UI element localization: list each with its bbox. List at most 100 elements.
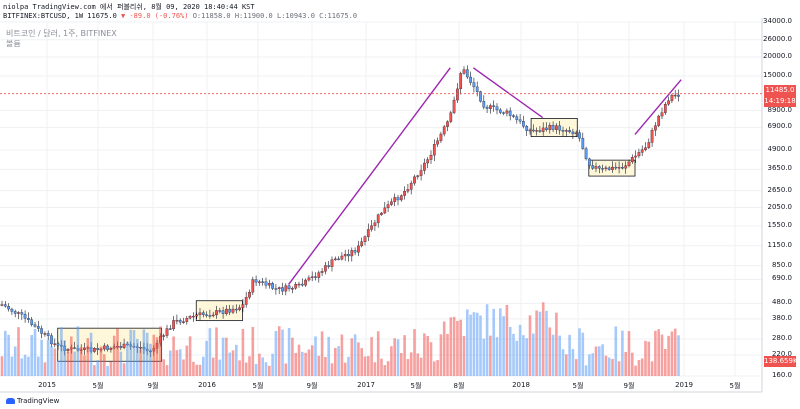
volume-bar [202, 356, 205, 376]
candle-body [162, 335, 166, 337]
candle-body [436, 140, 439, 145]
price-tick-label: 2050.0 [767, 202, 793, 211]
volume-bar [499, 308, 502, 376]
candle-body [20, 312, 24, 315]
candle-body [258, 281, 261, 283]
volume-bar [231, 350, 235, 376]
candle-body [324, 265, 327, 272]
volume-bar [132, 330, 136, 376]
volume-bar [390, 346, 393, 376]
candle-body [492, 105, 496, 107]
volume-bar [640, 358, 644, 376]
candle-body [406, 189, 410, 192]
candle-body [482, 101, 486, 108]
candle-body [264, 281, 268, 286]
volume-bar [192, 361, 195, 376]
candle-body [386, 204, 390, 209]
volume-bar [208, 328, 212, 376]
time-tick-label: 9월 [306, 382, 318, 390]
price-tick-label: 15000.0 [763, 71, 792, 80]
trend-line[interactable] [634, 79, 682, 135]
volume-bar [363, 356, 367, 376]
volume-bar [581, 332, 585, 376]
volume-bar [340, 334, 344, 376]
volume-bar [482, 338, 486, 376]
candle-body [617, 167, 621, 169]
candle-body [393, 197, 397, 202]
candle-body [541, 127, 545, 132]
candle-body [0, 304, 4, 306]
volume-bar [274, 331, 278, 376]
volume-bar [287, 328, 291, 376]
candle-body [380, 212, 383, 215]
candle-body [241, 304, 245, 308]
volume-bar [607, 357, 611, 376]
volume-bar [456, 320, 459, 376]
volume-bar [367, 356, 370, 376]
volume-bar [284, 363, 288, 376]
candle-body [225, 308, 228, 314]
volume-bar [400, 352, 403, 376]
candle-body [291, 288, 294, 290]
volume-bar [667, 335, 670, 376]
volume-bar [670, 331, 674, 376]
volume-bar [518, 324, 522, 376]
volume-bar [532, 333, 535, 376]
volume-bar [436, 360, 439, 376]
volume-bar [403, 335, 406, 376]
volume-bar [251, 326, 255, 376]
volume-bar [538, 311, 542, 376]
volume-bar [621, 330, 624, 376]
candle-body [624, 165, 628, 169]
candle-body [314, 276, 317, 278]
volume-bar [195, 364, 198, 376]
candle-body [254, 279, 258, 283]
volume-bar [409, 352, 413, 376]
time-tick-label: 2016 [198, 381, 216, 389]
candle-body [498, 109, 502, 113]
candle-body [43, 333, 47, 335]
candle-body [439, 133, 443, 141]
last-price-badge: 11485.0 [764, 85, 796, 96]
candle-body [531, 129, 535, 132]
volume-bar [76, 326, 80, 376]
candle-body [317, 272, 321, 278]
candle-body [198, 312, 202, 315]
candle-body [208, 315, 212, 317]
volume-bar [324, 357, 327, 376]
volume-bar [627, 331, 631, 376]
candle-body [66, 349, 70, 351]
volume-bar [198, 364, 202, 376]
candle-body [182, 321, 185, 323]
volume-bar [472, 312, 476, 376]
volume-bar [584, 365, 588, 376]
volume-bar [588, 354, 591, 376]
trend-line[interactable] [288, 67, 451, 285]
volume-bar [528, 315, 532, 376]
volume-bar [343, 362, 347, 376]
candle-body [13, 311, 17, 314]
volume-bar [294, 352, 297, 376]
volume-bar [469, 314, 472, 376]
trend-line[interactable] [472, 67, 544, 119]
volume-bar [126, 341, 129, 376]
price-tick-label: 380.0 [771, 313, 792, 322]
candle-body [370, 225, 373, 230]
candle-body [23, 313, 27, 319]
volume-bar [561, 349, 565, 376]
tradingview-logo[interactable]: TradingView [6, 397, 59, 405]
candle-body [489, 105, 492, 109]
time-tick-label: 2019 [675, 381, 693, 389]
volume-bar [515, 340, 519, 376]
volume-bar [508, 326, 512, 376]
candle-body [139, 347, 142, 349]
candle-body [50, 335, 53, 345]
chart-watermark-title: 비트코인 / 달러, 1주, BITFINEX [6, 29, 117, 38]
candle-body [432, 144, 436, 156]
candle-body [670, 94, 674, 101]
candle-body [452, 99, 456, 113]
volume-bar [254, 363, 258, 376]
volume-bar [644, 340, 647, 376]
candle-body [56, 343, 60, 346]
